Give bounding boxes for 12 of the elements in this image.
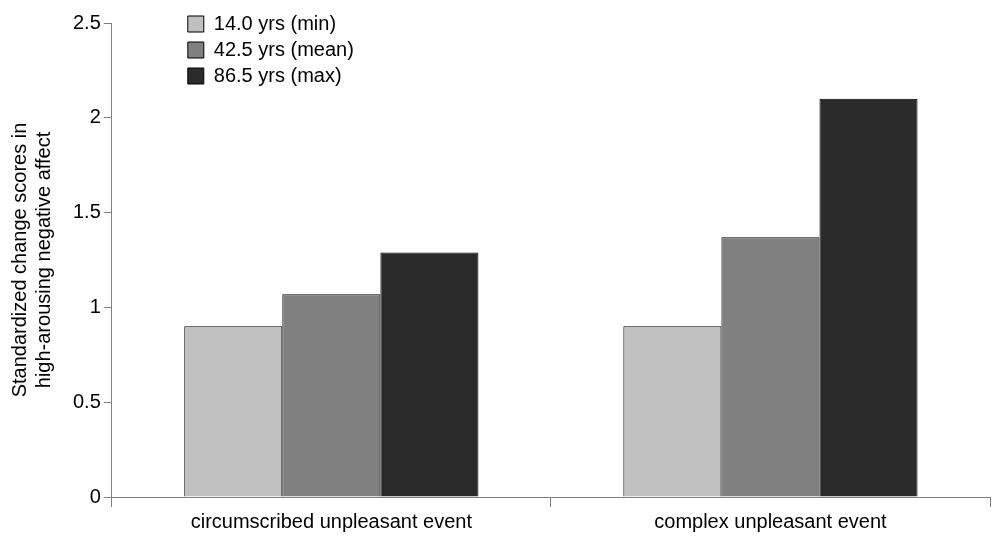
y-axis-title: Standardized change scores in high-arousing negative affect (7, 122, 54, 398)
y-tick-label: 2.5 (72, 10, 101, 33)
legend-label: 42.5 yrs (mean) (213, 37, 354, 60)
legend-label: 14.0 yrs (min) (213, 11, 337, 34)
y-tick-label: 0 (89, 484, 101, 507)
x-tick-label: circumscribed unpleasant event (190, 509, 473, 532)
x-tick-label: complex unpleasant event (654, 509, 888, 532)
legend-label: 86.5 yrs (max) (213, 63, 342, 86)
y-tick-label: 1.5 (72, 200, 101, 223)
y-tick-label: 1 (89, 294, 101, 317)
y-tick-label: 2 (89, 105, 101, 128)
y-tick-label: 0.5 (72, 389, 101, 412)
